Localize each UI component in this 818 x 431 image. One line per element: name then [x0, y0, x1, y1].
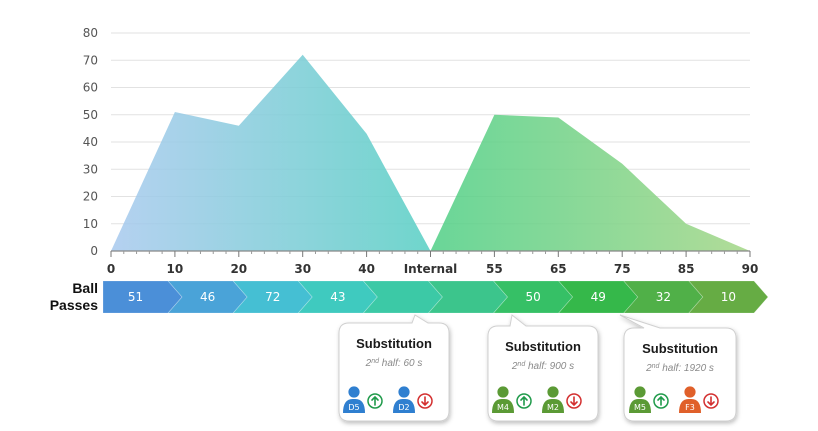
x-tick-label: 30	[294, 262, 311, 276]
pass-count-label: 50	[526, 290, 541, 304]
ball-passes-label-line2: Passes	[49, 297, 98, 313]
arrow-up-icon	[516, 393, 532, 409]
axes: 0 10 20 30 40 50 60 70 80 0 10 20 30 40 Internal 55 65 75…	[83, 26, 759, 276]
x-tick-label: 65	[550, 262, 567, 276]
x-tick-label: 75	[614, 262, 631, 276]
half-ordinal-suffix: nd	[371, 358, 380, 365]
substitution-callout: Substitution 2nd half: 900 s M4 M2	[487, 314, 599, 422]
arrow-up-icon	[653, 393, 669, 409]
player-code: M2	[547, 403, 559, 412]
half-ordinal: 2	[645, 363, 652, 374]
player-d5-icon: D5	[343, 385, 365, 413]
arrow-down-icon	[566, 393, 582, 409]
callout-subtitle: 2nd half: 60 s	[365, 358, 423, 369]
half-time: half: 1920 s	[659, 363, 713, 374]
y-tick-label: 0	[90, 244, 98, 258]
x-tick-label: 55	[486, 262, 503, 276]
half-ordinal-suffix: nd	[652, 363, 661, 370]
passes-row: 51 46 72 43 50 49 32 10	[102, 280, 769, 314]
ball-passes-label: Ball Passes	[38, 280, 98, 314]
player-m2-icon: M2	[542, 385, 564, 413]
x-tick-label: 20	[230, 262, 247, 276]
x-tick-label: 10	[167, 262, 184, 276]
y-tick-label: 80	[83, 26, 98, 40]
player-code: F3	[685, 403, 695, 412]
player-f3-icon: F3	[679, 385, 701, 413]
area-series-1	[111, 54, 431, 251]
pass-chevron	[688, 280, 769, 314]
y-tick-label: 70	[83, 53, 98, 67]
half-time: half: 900 s	[525, 361, 574, 372]
x-tick-label: 0	[107, 262, 115, 276]
ball-passes-label-line1: Ball	[72, 280, 98, 296]
player-code: M5	[634, 403, 646, 412]
y-tick-label: 60	[83, 81, 98, 95]
pass-count-label: 46	[200, 290, 215, 304]
substitution-callout: Substitution 2nd half: 1920 s M5 F3	[619, 314, 737, 422]
half-ordinal: 2	[511, 361, 518, 372]
pass-count-label: 32	[656, 290, 671, 304]
x-tick-label: Internal	[404, 262, 458, 276]
callout-title: Substitution	[642, 341, 718, 356]
pass-count-label: 43	[330, 290, 345, 304]
y-tick-label: 30	[83, 162, 98, 176]
x-tick-label: 40	[358, 262, 375, 276]
x-tick-label: 90	[742, 262, 759, 276]
player-code: D2	[398, 403, 409, 412]
player-code: M4	[497, 403, 509, 412]
x-tick-label: 85	[678, 262, 695, 276]
player-code: D5	[348, 403, 359, 412]
player-m4-icon: M4	[492, 385, 514, 413]
pass-count-label: 51	[128, 290, 143, 304]
substitution-callout: Substitution 2nd half: 60 s D5 D2	[338, 314, 450, 422]
half-ordinal: 2	[365, 358, 372, 369]
y-tick-label: 40	[83, 135, 98, 149]
arrow-down-icon	[703, 393, 719, 409]
arrow-down-icon	[417, 393, 433, 409]
callout-title: Substitution	[356, 336, 432, 351]
half-ordinal-suffix: nd	[517, 361, 526, 368]
y-tick-label: 50	[83, 108, 98, 122]
player-d2-icon: D2	[393, 385, 415, 413]
pass-count-label: 72	[265, 290, 280, 304]
area-series	[111, 54, 750, 251]
y-tick-label: 10	[83, 217, 98, 231]
callout-title: Substitution	[505, 339, 581, 354]
area-series-2	[430, 114, 750, 251]
player-m5-icon: M5	[629, 385, 651, 413]
y-tick-label: 20	[83, 190, 98, 204]
callout-subtitle: 2nd half: 1920 s	[645, 363, 714, 374]
callout-subtitle: 2nd half: 900 s	[511, 361, 574, 372]
pass-count-label: 10	[721, 290, 736, 304]
half-time: half: 60 s	[379, 358, 422, 369]
pass-count-label: 49	[591, 290, 606, 304]
arrow-up-icon	[367, 393, 383, 409]
